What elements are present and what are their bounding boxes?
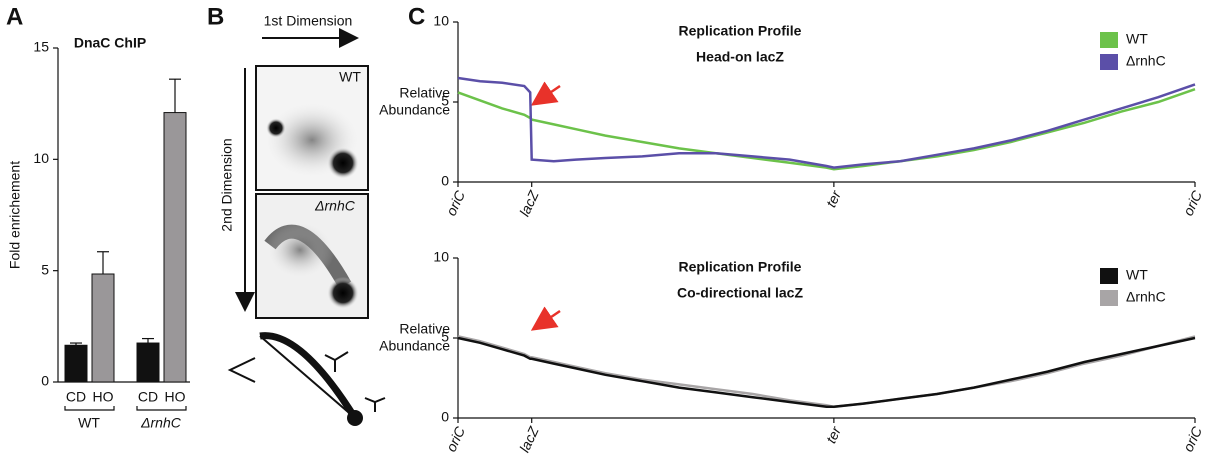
bar <box>163 112 187 383</box>
gel-spot <box>327 277 359 309</box>
gel-label: ΔrnhC <box>314 198 356 214</box>
bar-label: HO <box>93 389 114 405</box>
x-dimension-label: 1st Dimension <box>264 13 353 29</box>
gel-spot <box>327 147 359 179</box>
gel-label: WT <box>339 69 361 85</box>
y-tick-label: 10 <box>33 150 49 166</box>
x-tick-label: ter <box>823 187 845 210</box>
x-tick-label: ter <box>823 423 845 446</box>
y-tick-label: 5 <box>41 261 49 277</box>
data-line <box>457 88 1196 171</box>
data-line <box>457 335 1196 409</box>
schematic-dot <box>347 410 363 426</box>
panel-b: 1st Dimension 2nd Dimension WT ΔrnhC <box>219 13 386 426</box>
annotation-arrow <box>530 306 561 331</box>
gel-spot <box>266 118 286 138</box>
y-tick-label: 10 <box>433 249 449 265</box>
panel-label: B <box>207 3 224 30</box>
legend-swatch <box>1100 268 1118 284</box>
y-tick-label: 15 <box>33 39 49 55</box>
legend-swatch <box>1100 290 1118 306</box>
y-axis-label: Fold enrichement <box>7 161 23 269</box>
y-axis-label: Relative <box>399 321 450 337</box>
schematic-line <box>259 335 356 419</box>
panel-label: C <box>408 3 425 30</box>
schematic-fork <box>324 351 349 372</box>
legend-swatch <box>1100 54 1118 70</box>
bar-label: HO <box>165 389 186 405</box>
data-line <box>457 336 1196 409</box>
group-bracket <box>64 406 115 411</box>
group-label: WT <box>78 415 100 431</box>
bar <box>64 344 88 383</box>
legend-swatch <box>1100 32 1118 48</box>
annotation-arrow <box>530 81 561 106</box>
x-tick-label: oriC <box>443 187 469 218</box>
y-tick-label: 0 <box>441 409 449 425</box>
bar-label: CD <box>138 389 158 405</box>
bar <box>136 342 160 383</box>
schematic-arc <box>259 332 358 420</box>
y-tick-label: 0 <box>441 173 449 189</box>
chart-subtitle: Head-on lacZ <box>696 49 784 65</box>
y-tick-label: 0 <box>41 373 49 389</box>
data-line <box>457 76 1196 169</box>
gel-spot <box>265 220 335 280</box>
group-bracket <box>136 406 187 411</box>
schematic-fork <box>227 357 256 383</box>
y-tick-label: 5 <box>441 329 449 345</box>
y-axis-label: Abundance <box>379 338 450 354</box>
panel-label: A <box>6 3 23 30</box>
y-dimension-label: 2nd Dimension <box>219 138 235 231</box>
x-tick-label: oriC <box>443 423 469 454</box>
group-label: ΔrnhC <box>140 415 182 431</box>
chart-title: Replication Profile <box>679 259 802 275</box>
bar-label: CD <box>66 389 86 405</box>
legend-label: ΔrnhC <box>1126 53 1166 69</box>
schematic-fork <box>364 397 386 412</box>
y-tick-label: 10 <box>433 13 449 29</box>
x-tick-label: oriC <box>1180 423 1206 454</box>
chart-title: DnaC ChIP <box>74 35 146 51</box>
chart-title: Replication Profile <box>679 23 802 39</box>
bar <box>91 273 115 383</box>
y-axis-label: Relative <box>399 85 450 101</box>
legend-label: WT <box>1126 267 1148 283</box>
chart-subtitle: Co-directional lacZ <box>677 285 803 301</box>
y-tick-label: 5 <box>441 93 449 109</box>
x-tick-label: lacZ <box>516 424 542 455</box>
x-tick-label: lacZ <box>516 188 542 219</box>
legend-label: ΔrnhC <box>1126 289 1166 305</box>
y-axis-label: Abundance <box>379 102 450 118</box>
x-tick-label: oriC <box>1180 187 1206 218</box>
legend-label: WT <box>1126 31 1148 47</box>
